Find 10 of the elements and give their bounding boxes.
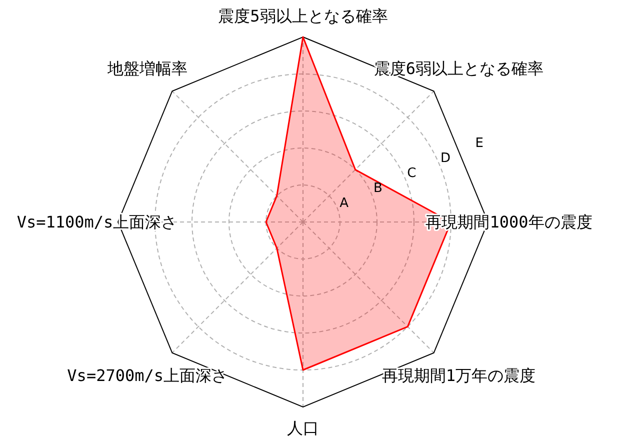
spoke-label: 地盤増幅率: [106, 58, 188, 78]
y-tick-label: D: [440, 151, 451, 166]
spoke-label: 人口: [287, 418, 319, 438]
spoke-label: 震度5弱以上となる確率: [218, 6, 388, 26]
spoke-label: 再現期間1万年の震度: [382, 366, 536, 386]
spoke-label: Vs=2700m/s上面深さ: [67, 366, 228, 386]
y-tick-label: C: [407, 166, 416, 182]
y-tick-label: A: [340, 196, 349, 212]
y-tick-label: B: [373, 181, 382, 196]
y-tick-label: E: [475, 136, 484, 151]
